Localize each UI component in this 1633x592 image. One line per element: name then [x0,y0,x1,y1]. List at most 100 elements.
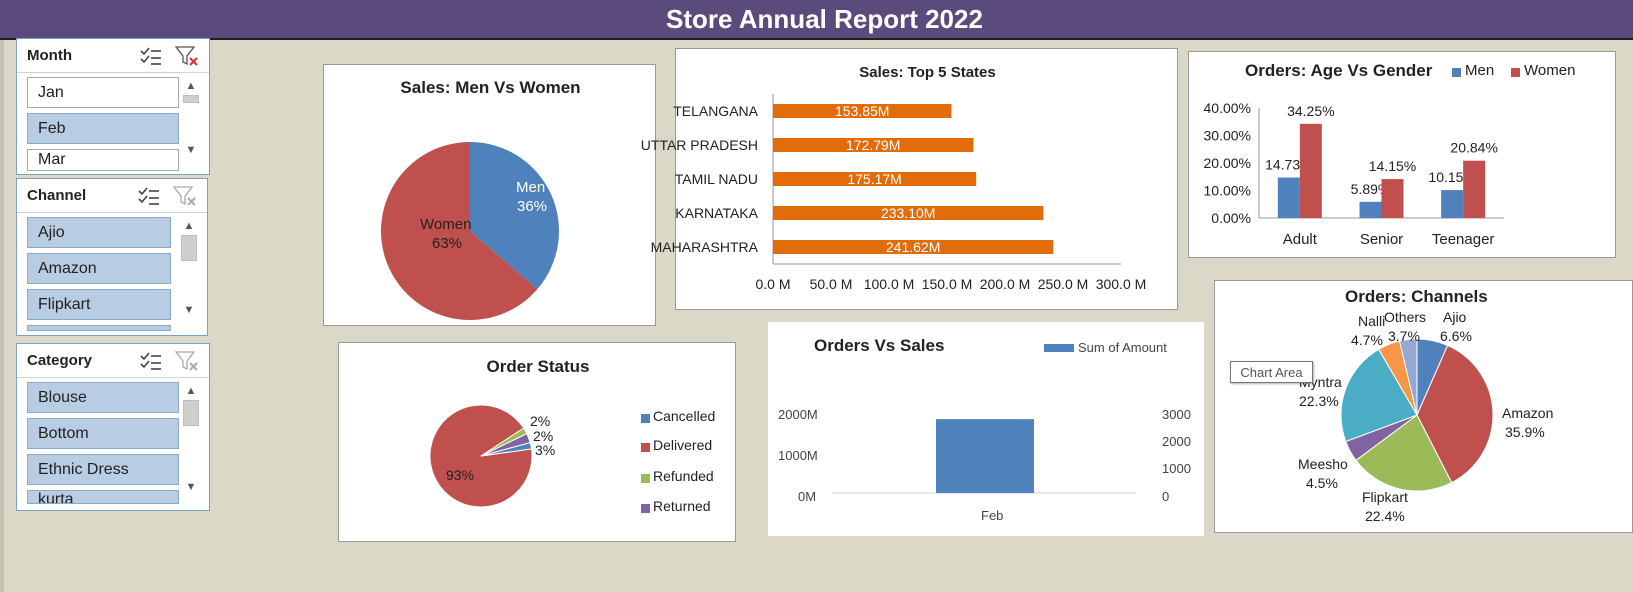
slicer-item-mar[interactable]: Mar [27,149,179,171]
month-slicer[interactable]: Month Jan Feb Mar ▲ ▼ [16,38,210,175]
month-slicer-header: Month [17,39,209,73]
age-gender-chart[interactable]: Orders: Age Vs Gender Men Women 40.00% 30… [1188,51,1616,258]
report-title: Store Annual Report 2022 [666,3,983,34]
category-slicer[interactable]: Category Blouse Bottom Ethnic Dress kurt… [16,343,210,511]
pie-label-nalli-pct: 4.7% [1351,332,1383,348]
month-slicer-scrollbar[interactable]: ▲ ▼ [181,77,201,159]
pie-label-others: Others [1384,309,1427,325]
bar-value-label: 153.85M [835,103,889,119]
pie-label-women: Women [420,216,472,233]
channel-slicer-header: Channel [17,179,207,213]
bar-men [1359,201,1382,218]
bar-men [1277,177,1300,218]
category-label: TELANGANA [673,103,758,119]
pie-label-meesho-pct: 4.5% [1306,475,1338,491]
bar-value-label: 233.10M [881,205,935,221]
scroll-thumb[interactable] [183,95,199,103]
state-bar [773,138,974,152]
clear-filter-icon[interactable] [174,350,199,372]
channels-chart[interactable]: Orders: Channels Ajio 6.6% Others 3.7% N… [1214,280,1633,533]
channels-slice-others [1398,338,1418,416]
channels-slice-myntra [1340,348,1418,443]
slicer-item-bottom[interactable]: Bottom [27,418,179,449]
x-axis-tick: 300.0 M [1096,276,1147,292]
channel-slicer-scrollbar[interactable]: ▲ ▼ [179,217,199,319]
right-axis-tick: 0 [1162,489,1170,504]
category-label: UTTAR PRADESH [641,137,758,153]
scroll-thumb[interactable] [183,400,199,426]
bar-women [1299,123,1322,218]
order-status-slice-cancelled [480,442,533,457]
orders-sales-chart[interactable]: Orders Vs Sales Sum of Amount 2000M 1000… [768,322,1204,536]
slicer-item-kurta[interactable]: kurta [27,490,179,504]
clear-filter-icon[interactable] [172,185,197,207]
multi-select-icon[interactable] [137,185,161,207]
category-label: KARNATAKA [675,205,758,221]
scroll-up-icon[interactable]: ▲ [185,80,197,92]
bar-women [1381,179,1404,218]
pie-label-amazon-pct: 35.9% [1505,424,1545,440]
pie-label-refunded: 2% [533,428,554,444]
x-axis-tick: 150.0 M [922,276,973,292]
chart-title: Sales: Men Vs Women [400,78,581,97]
slicer-item-ethnic-dress[interactable]: Ethnic Dress [27,454,179,485]
slicer-item-feb[interactable]: Feb [27,113,179,144]
channel-slicer[interactable]: Channel Ajio Amazon Flipkart ▲ ▼ [16,178,208,336]
order-status-pie [429,404,533,508]
order-status-chart[interactable]: Order Status 93% 2% 2% 3% Cancelled Deli… [338,342,736,542]
clear-filter-icon[interactable] [174,45,199,67]
scroll-up-icon[interactable]: ▲ [185,385,197,397]
channels-slice-flipkart [1355,414,1453,492]
men-women-chart[interactable]: Sales: Men Vs Women Men 36% Women 63% [323,64,656,326]
top-states-bars: 153.85M TELANGANA 172.79M UTTAR PRADESH 175.… [641,94,1147,292]
bar-women [1463,160,1486,218]
x-axis-tick: 200.0 M [980,276,1031,292]
scroll-down-icon[interactable]: ▼ [185,144,197,156]
scroll-down-icon[interactable]: ▼ [185,481,197,493]
legend-returned-swatch [641,504,650,513]
chart-title: Orders: Channels [1345,287,1488,306]
slicer-item-flipkart[interactable]: Flipkart [27,289,171,320]
men-women-slice-men [470,142,559,290]
chart-title: Orders Vs Sales [814,336,945,355]
category-slicer-header: Category [17,344,209,378]
multi-select-icon[interactable] [139,45,163,67]
scroll-thumb[interactable] [181,235,197,261]
x-axis-category: Feb [981,508,1004,523]
y-axis-tick: 20.00% [1204,155,1251,171]
top-states-chart[interactable]: Sales: Top 5 States 153.85M TELANGANA 172.… [641,48,1178,310]
multi-select-icon[interactable] [139,350,163,372]
state-bar [773,240,1054,254]
pie-label-flipkart: Flipkart [1362,489,1408,505]
legend-men-swatch [1452,68,1461,77]
orders-sales-bars [832,419,1136,494]
y-axis-tick: 0.00% [1211,210,1251,226]
pie-label-returned: 3% [535,442,556,458]
category-label: Senior [1360,231,1403,248]
right-axis-tick: 3000 [1162,407,1191,422]
pie-label-delivered: 93% [446,467,475,483]
bar-data-label: 20.84% [1450,140,1497,156]
slicer-item-amazon[interactable]: Amazon [27,253,171,284]
slicer-item-partial[interactable] [27,325,171,331]
category-label: MAHARASHTRA [651,239,759,255]
legend-returned-label: Returned [653,498,711,514]
slicer-item-blouse[interactable]: Blouse [27,382,179,413]
left-axis-tick: 1000M [778,448,818,463]
scroll-down-icon[interactable]: ▼ [183,304,195,316]
slicer-item-ajio[interactable]: Ajio [27,217,171,248]
category-slicer-scrollbar[interactable]: ▲ ▼ [181,382,201,496]
report-title-bar: Store Annual Report 2022 [0,0,1633,40]
men-women-pie [381,142,559,320]
x-axis-tick: 50.0 M [810,276,853,292]
pie-label-men: Men [516,179,546,196]
scroll-up-icon[interactable]: ▲ [183,220,195,232]
legend-delivered-label: Delivered [653,437,713,453]
legend-amount-label: Sum of Amount [1078,340,1167,355]
chart-title: Order Status [486,357,590,376]
channels-pie [1340,338,1494,492]
slicer-item-jan[interactable]: Jan [27,77,179,108]
chart-title: Sales: Top 5 States [859,64,996,81]
state-bar [773,172,977,186]
pie-label-meesho: Meesho [1298,456,1348,472]
